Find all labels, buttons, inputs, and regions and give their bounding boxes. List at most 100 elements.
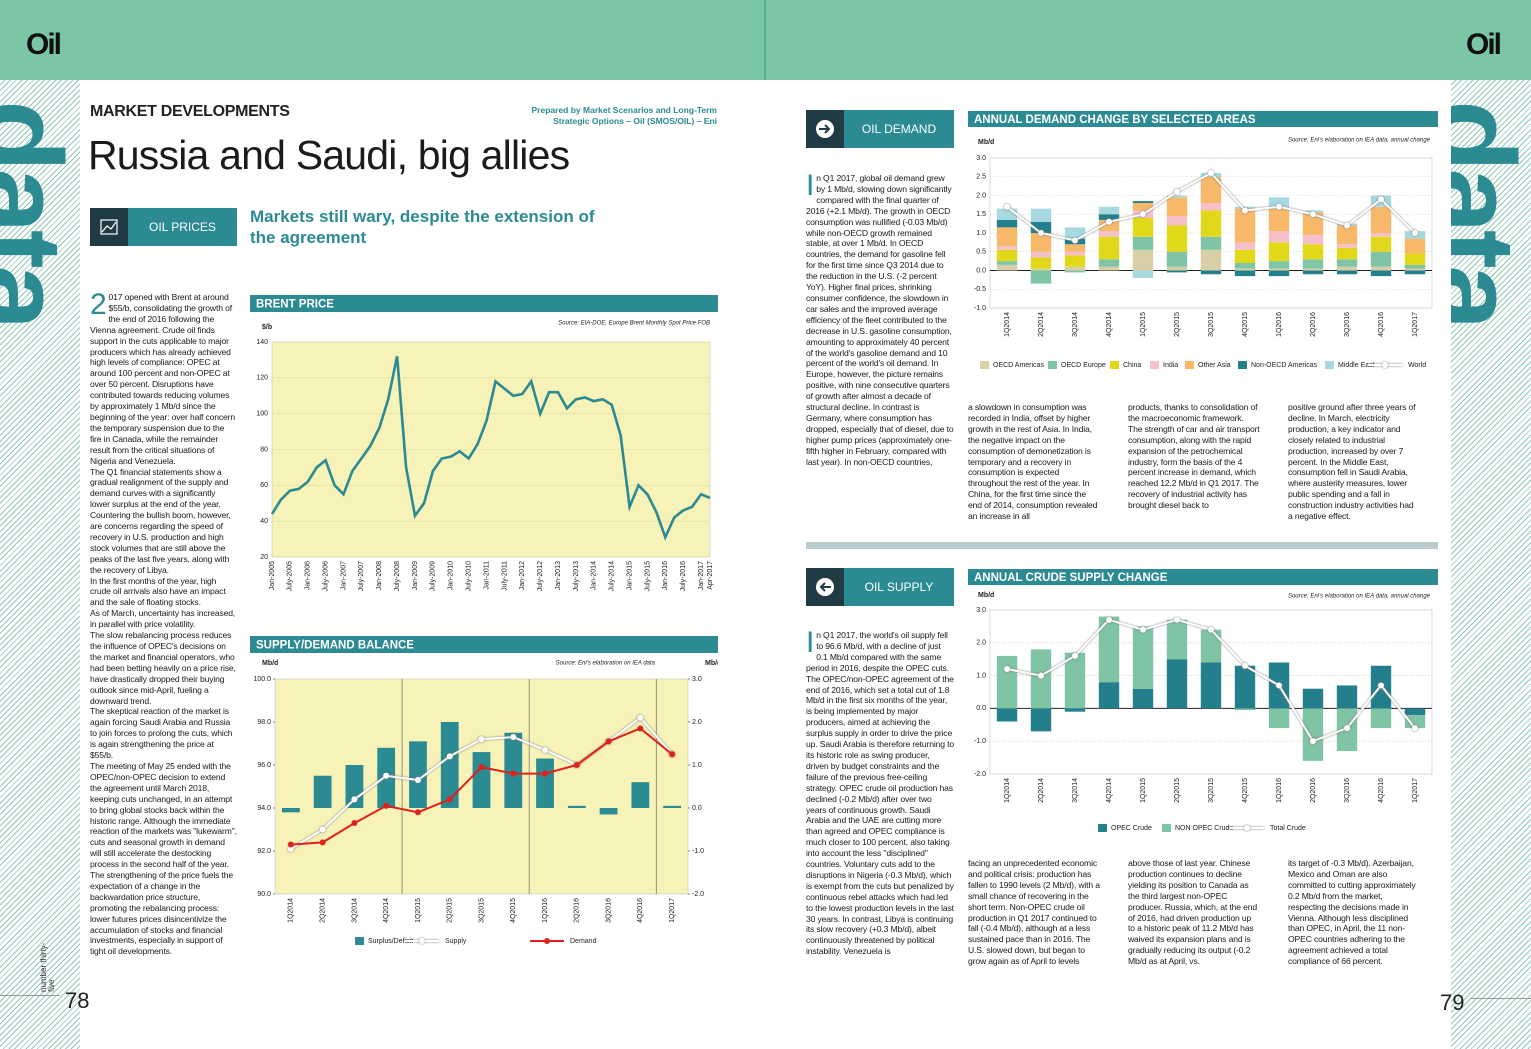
marker xyxy=(1072,652,1078,659)
x-tick-label: July-2007 xyxy=(358,561,365,591)
x-tick-label: 1Q2016 xyxy=(1276,312,1283,337)
bar-segment xyxy=(1030,257,1052,269)
y2-tick-label: 3.0 xyxy=(692,676,702,683)
lead-column: In Q1 2017, global oil demand grew by 1 … xyxy=(806,169,954,467)
y-tick-label: 0.0 xyxy=(976,267,986,274)
x-tick-label: 1Q2016 xyxy=(542,898,549,923)
x-tick-label: 1Q2014 xyxy=(1004,312,1011,337)
bar-segment xyxy=(1132,626,1154,689)
x-tick-label: 2Q2016 xyxy=(1310,312,1317,337)
bar-segment xyxy=(1234,263,1256,269)
bar-segment xyxy=(1268,197,1290,209)
text-column: facing an unprecedented economic and pol… xyxy=(968,858,1100,967)
marker xyxy=(637,725,644,732)
page-fold xyxy=(764,0,766,80)
x-tick-label: Jan-2017 xyxy=(698,561,705,590)
x-tick-label: 2Q2014 xyxy=(1038,778,1045,803)
bar-segment xyxy=(1268,270,1290,277)
kicker: MARKET DEVELOPMENTS xyxy=(90,103,290,120)
bar-segment xyxy=(1098,236,1120,260)
bar-segment xyxy=(1404,270,1426,275)
chart-title: BRENT PRICE xyxy=(256,299,334,311)
x-tick-label: 1Q2015 xyxy=(1140,312,1147,337)
bar-segment xyxy=(1030,208,1052,222)
bar-segment xyxy=(1234,268,1256,271)
legend-swatch xyxy=(1048,361,1057,369)
x-tick-label: Jan-2010 xyxy=(448,561,455,590)
bar-segment xyxy=(1098,616,1120,683)
bar-segment xyxy=(1268,242,1290,262)
bar-segment xyxy=(996,264,1018,271)
y-tick-label: -1.0 xyxy=(974,738,986,745)
y2-tick-label: 0.0 xyxy=(692,805,702,812)
chart-header xyxy=(250,636,718,653)
y-tick-label: 98.0 xyxy=(257,719,271,726)
marker xyxy=(1038,672,1044,679)
icon xyxy=(816,578,834,596)
marker xyxy=(1174,616,1180,623)
bar xyxy=(504,732,523,808)
bar-segment xyxy=(1370,236,1392,252)
bar-segment xyxy=(1302,270,1324,275)
marker xyxy=(1242,207,1248,214)
paragraph: As of March, uncertainty has increased, … xyxy=(90,608,236,630)
legend-label: Surplus/Deficit xyxy=(368,938,413,945)
marker xyxy=(383,772,390,779)
bar-segment xyxy=(1268,231,1290,243)
marker xyxy=(414,809,421,816)
x-tick-label: 4Q2014 xyxy=(383,898,390,923)
bar-segment xyxy=(1132,236,1154,250)
legend-swatch xyxy=(544,938,550,944)
y-tick-label: 140 xyxy=(256,339,268,346)
bar-segment xyxy=(1302,244,1324,260)
x-tick-label: July-2008 xyxy=(394,561,401,591)
legend-label: Total Crude xyxy=(1270,825,1306,832)
x-tick-label: Jan-2014 xyxy=(591,561,598,590)
y-tick-label: 120 xyxy=(256,375,268,382)
y-tick-label: 1.0 xyxy=(976,230,986,237)
bar-segment xyxy=(996,249,1018,262)
bar-segment xyxy=(1064,708,1086,712)
marker xyxy=(1140,626,1146,633)
marker xyxy=(319,826,326,833)
legend-swatch xyxy=(1244,825,1250,831)
y-axis-label: Mb/d xyxy=(262,660,278,667)
bar-segment xyxy=(1234,208,1256,243)
x-tick-label: Jan-2011 xyxy=(483,561,490,590)
section-icon xyxy=(806,568,844,606)
x-tick-label: 3Q2014 xyxy=(1072,778,1079,803)
x-tick-label: Jan-2008 xyxy=(376,561,383,590)
bar-segment xyxy=(1302,688,1324,709)
body-column: 2017 opened with Brent at around $55/b, … xyxy=(90,288,237,957)
marker xyxy=(1310,211,1316,218)
chart-header xyxy=(968,111,1438,127)
x-tick-label: Jan-2006 xyxy=(305,561,312,590)
section-label: OIL PRICES xyxy=(128,208,237,246)
x-tick-label: 4Q2015 xyxy=(1242,778,1249,803)
section-icon xyxy=(806,110,844,148)
icon xyxy=(100,219,118,235)
legend-label: OECD Europe xyxy=(1061,362,1106,369)
bar-segment xyxy=(1370,266,1392,271)
bar-segment xyxy=(1030,251,1052,258)
y2-tick-label: -1.0 xyxy=(692,848,704,855)
x-tick-label: 4Q2016 xyxy=(1378,312,1385,337)
paragraph: 2017 opened with Brent at around $55/b, … xyxy=(90,288,235,466)
bar-segment xyxy=(1166,197,1188,217)
marker xyxy=(1174,188,1180,195)
x-tick-label: 2Q2016 xyxy=(1310,778,1317,803)
x-tick-label: 1Q2017 xyxy=(669,898,676,923)
bar-segment xyxy=(1098,214,1120,220)
bar-segment xyxy=(1302,212,1324,235)
marker xyxy=(446,796,453,803)
marker xyxy=(1310,738,1316,745)
bar xyxy=(536,758,554,808)
marker xyxy=(287,841,294,848)
bar-segment xyxy=(1336,248,1358,260)
marker xyxy=(1038,230,1044,236)
y-tick-label: 94.0 xyxy=(257,805,271,812)
y-tick-label: 20 xyxy=(260,554,268,561)
bar-segment xyxy=(1166,619,1188,660)
bar-segment xyxy=(1030,221,1052,233)
marker xyxy=(351,796,358,803)
